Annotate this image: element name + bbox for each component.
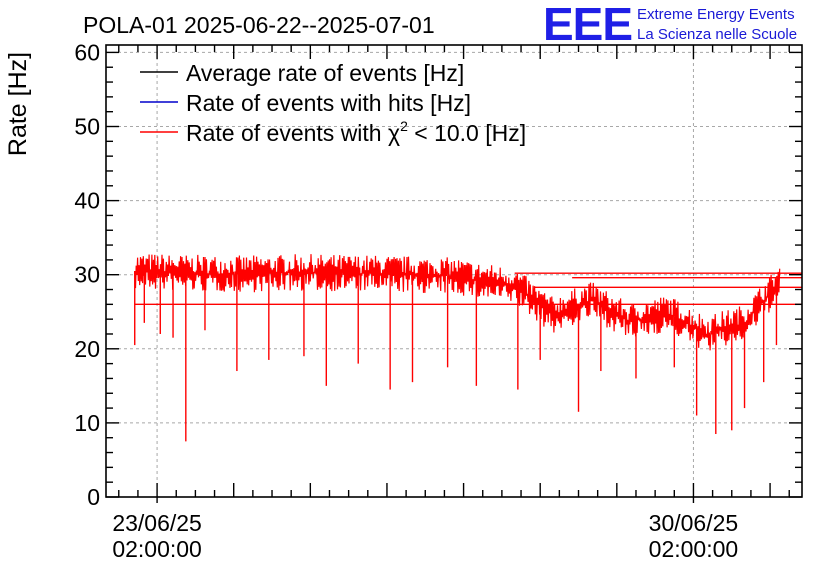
legend: Average rate of events [Hz] Rate of event…	[140, 60, 526, 146]
eee-logo-line2: La Scienza nelle Scuole	[637, 26, 797, 43]
eee-logo-mark: EEE	[543, 0, 632, 50]
series-trace	[134, 254, 781, 351]
legend-label-prefix: Rate of events with	[186, 120, 388, 146]
tick-labels: 010203040506023/06/2502:00:0030/06/2502:…	[74, 39, 738, 562]
legend-label: Average rate of events [Hz]	[186, 60, 464, 86]
series-layer	[134, 254, 802, 442]
y-tick-label: 50	[74, 114, 100, 140]
legend-label: Rate of events with hits [Hz]	[186, 90, 471, 116]
y-tick-label: 10	[74, 410, 100, 436]
eee-logo: EEE Extreme Energy Events La Scienza nel…	[543, 0, 797, 50]
y-tick-label: 60	[74, 39, 100, 65]
y-tick-label: 30	[74, 262, 100, 288]
legend-label-sup: 2	[400, 118, 408, 134]
series-chi2-rate	[134, 254, 802, 442]
y-tick-label: 0	[87, 484, 100, 510]
plot-frame	[105, 44, 803, 498]
y-tick-label: 40	[74, 188, 100, 214]
x-tick-label-time: 02:00:00	[649, 536, 739, 562]
legend-entry: Rate of events with hits [Hz]	[140, 90, 471, 116]
eee-logo-line1: Extreme Energy Events	[637, 6, 795, 23]
legend-label-symbol: χ	[388, 120, 400, 146]
legend-entry: Rate of events with χ2 < 10.0 [Hz]	[140, 118, 526, 146]
x-tick-label-time: 02:00:00	[112, 536, 202, 562]
x-tick-label-date: 30/06/25	[649, 510, 739, 536]
x-tick-label-date: 23/06/25	[112, 510, 202, 536]
axes	[105, 44, 803, 503]
chart-title: POLA-01 2025-06-22--2025-07-01	[83, 12, 435, 38]
y-axis-label: Rate [Hz]	[4, 52, 32, 156]
legend-label-suffix: < 10.0 [Hz]	[408, 120, 526, 146]
legend-label: Rate of events with χ2 < 10.0 [Hz]	[186, 118, 526, 146]
legend-entry: Average rate of events [Hz]	[140, 60, 464, 86]
y-tick-label: 20	[74, 336, 100, 362]
